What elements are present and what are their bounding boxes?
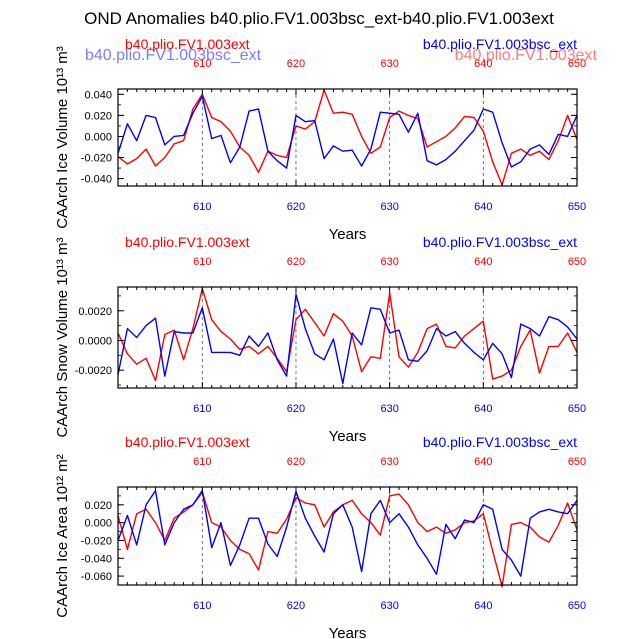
y-tick-label: -0.060 — [81, 571, 112, 583]
legend-label-red: b40.plio.FV1.003ext — [125, 234, 250, 250]
chart-panel-3: 610 610 620 620 630 630 640 640 650 650 0.020 0.000… — [54, 434, 586, 639]
x-tick-label-top: 650 — [568, 456, 586, 468]
y-tick-label: 0.020 — [84, 500, 112, 512]
x-tick-label-bottom: 650 — [568, 201, 586, 213]
plot-frame — [117, 88, 578, 187]
x-axis-title: Years — [329, 428, 367, 445]
legend-label-blue: b40.plio.FV1.003bsc_ext — [423, 234, 577, 250]
x-tick-label-bottom: 610 — [193, 600, 211, 612]
x-tick-label-top: 610 — [193, 58, 211, 70]
chart-panels: 610 610 620 620 630 630 640 640 650 650 0.040 0.020… — [54, 36, 586, 639]
x-tick-label-top: 620 — [287, 456, 305, 468]
y-tick-label: -0.020 — [81, 153, 112, 165]
series-line-red — [117, 89, 578, 186]
y-tick-label: -0.020 — [81, 535, 112, 547]
series-line-blue — [117, 95, 578, 169]
x-tick-label-bottom: 620 — [287, 403, 305, 415]
series-line-red — [117, 287, 578, 382]
y-axis-title: CAArch Ice Area 10¹² m² — [54, 454, 71, 617]
x-axis-title: Years — [329, 625, 367, 639]
chart-panel-1: 610 610 620 620 630 630 640 640 650 650 0.040 0.020… — [54, 36, 586, 243]
x-tick-label-top: 650 — [568, 58, 586, 70]
x-tick-label-top: 610 — [193, 256, 211, 268]
legend-label-blue: b40.plio.FV1.003bsc_ext — [423, 434, 577, 450]
x-tick-label-bottom: 630 — [380, 600, 398, 612]
legend-label-red: b40.plio.FV1.003ext — [125, 434, 250, 450]
x-tick-label-bottom: 640 — [474, 201, 492, 213]
overlay-legend-left: b40.plio.FV1.003bsc_ext — [85, 47, 262, 64]
x-tick-label-top: 630 — [380, 58, 398, 70]
x-tick-label-top: 640 — [474, 256, 492, 268]
series-line-blue — [117, 489, 578, 577]
legend-label-red: b40.plio.FV1.003ext — [125, 36, 250, 52]
y-tick-label: 0.020 — [84, 110, 112, 122]
x-tick-label-bottom: 640 — [474, 403, 492, 415]
y-axis-title: CAArch Ice Volume 10¹³ m³ — [54, 46, 71, 229]
x-tick-label-bottom: 610 — [193, 201, 211, 213]
chart-panel-2: 610 610 620 620 630 630 640 640 650 650 0.0020 0.00… — [54, 234, 586, 445]
y-tick-label: 0.000 — [84, 131, 112, 143]
x-tick-label-bottom: 620 — [287, 201, 305, 213]
plot-frame — [117, 486, 578, 586]
y-tick-label: -0.040 — [81, 553, 112, 565]
plot-frame — [117, 286, 578, 389]
legend-label-blue: b40.plio.FV1.003bsc_ext — [423, 36, 577, 52]
overlay-legend-right: b40.plio.FV1.003ext — [455, 47, 598, 64]
x-tick-label-bottom: 640 — [474, 600, 492, 612]
x-tick-label-top: 650 — [568, 256, 586, 268]
x-tick-label-bottom: 630 — [380, 201, 398, 213]
y-tick-label: 0.040 — [84, 89, 112, 101]
x-tick-label-bottom: 650 — [568, 600, 586, 612]
x-tick-label-top: 620 — [287, 256, 305, 268]
x-tick-label-top: 640 — [474, 456, 492, 468]
y-tick-label: -0.0020 — [75, 365, 112, 377]
x-tick-label-bottom: 620 — [287, 600, 305, 612]
x-tick-label-bottom: 630 — [380, 403, 398, 415]
y-tick-label: -0.040 — [81, 174, 112, 186]
x-tick-label-bottom: 650 — [568, 403, 586, 415]
x-tick-label-top: 610 — [193, 456, 211, 468]
series-line-blue — [117, 293, 578, 385]
x-tick-label-bottom: 610 — [193, 403, 211, 415]
y-tick-label: 0.0000 — [78, 335, 112, 347]
series-line-red — [117, 491, 578, 588]
y-tick-label: 0.0020 — [78, 306, 112, 318]
page-title: OND Anomalies b40.plio.FV1.003bsc_ext-b4… — [84, 9, 554, 28]
x-tick-label-top: 640 — [474, 58, 492, 70]
x-tick-label-top: 630 — [380, 456, 398, 468]
x-axis-title: Years — [329, 226, 367, 243]
y-tick-label: 0.000 — [84, 518, 112, 530]
x-tick-label-top: 620 — [287, 58, 305, 70]
y-axis-title: CAArch Snow Volume 10¹³ m³ — [54, 237, 71, 437]
x-tick-label-top: 630 — [380, 256, 398, 268]
